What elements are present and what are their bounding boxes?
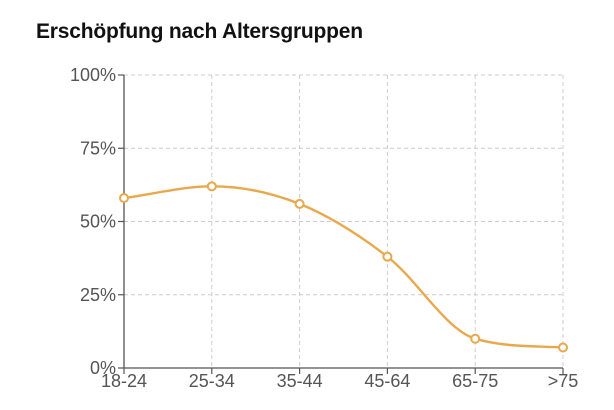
- chart-title: Erschöpfung nach Altersgruppen: [36, 20, 363, 43]
- x-tick-label: 65-75: [452, 371, 498, 391]
- x-tick-label: 18-24: [101, 371, 147, 391]
- y-tick-label: 25%: [80, 285, 116, 305]
- y-tick-label: 100%: [70, 65, 116, 85]
- data-point: [558, 342, 568, 353]
- data-point: [119, 193, 129, 204]
- data-point: [206, 181, 217, 192]
- axes: [118, 74, 564, 374]
- y-tick-label: 50%: [80, 212, 116, 232]
- y-tick-label: 75%: [80, 138, 116, 158]
- series-line: [123, 185, 564, 349]
- tick-labels: 0% 25% 50% 75% 100% 18-24 25-34 35-44 45-64 65-75…: [70, 65, 578, 391]
- data-point: [382, 251, 393, 262]
- data-point: [294, 198, 305, 209]
- x-tick-label: 45-64: [364, 371, 410, 391]
- data-points: [119, 181, 568, 353]
- x-tick-label: >75: [548, 371, 579, 391]
- grid: [124, 74, 564, 368]
- data-point: [470, 333, 481, 344]
- y-tick-label: 0%: [90, 358, 116, 378]
- x-tick-label: 25-34: [189, 371, 235, 391]
- x-tick-label: 35-44: [277, 371, 323, 391]
- series-line-group: [123, 185, 564, 349]
